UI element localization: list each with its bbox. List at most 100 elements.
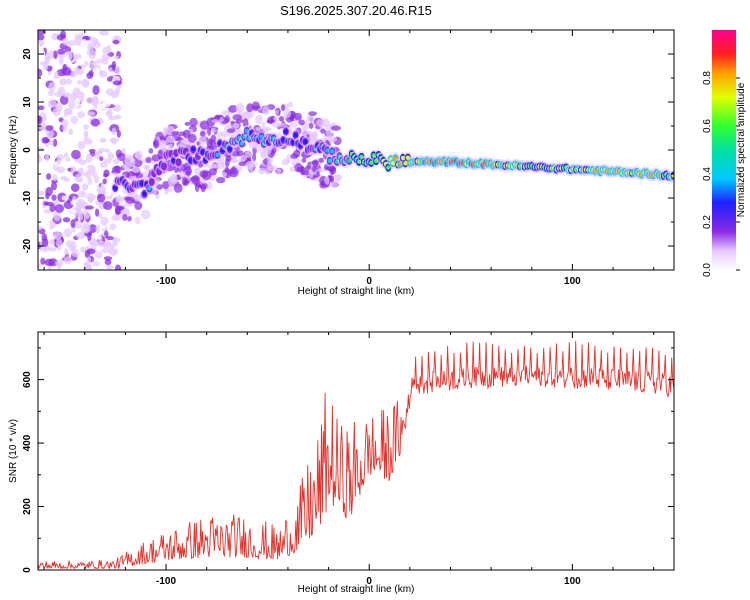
heatmap-cell — [77, 190, 87, 198]
heatmap-cell — [193, 167, 201, 174]
heatmap-cell — [267, 116, 275, 124]
heatmap-cell — [221, 131, 229, 138]
heatmap-cell — [347, 158, 352, 163]
heatmap-cell — [85, 153, 93, 163]
heatmap-cell — [92, 261, 100, 267]
heatmap-cell — [241, 110, 252, 121]
heatmap-cell — [96, 240, 107, 247]
heatmap-cell — [93, 104, 98, 110]
heatmap-cell — [45, 128, 55, 139]
heatmap-cell — [95, 67, 100, 77]
heatmap-cell — [274, 110, 279, 115]
heatmap-cell — [327, 165, 337, 172]
heatmap-cell — [38, 40, 45, 45]
heatmap-cell — [51, 194, 57, 201]
heatmap-cell — [75, 97, 80, 107]
heatmap-cell — [57, 48, 66, 55]
heatmap-cell — [109, 223, 117, 231]
colorbar-ticks: 0.0 0.2 0.4 0.6 0.8 — [702, 71, 740, 277]
heatmap-cell — [187, 133, 197, 143]
snr-y-ticks: 0 200 400 600 — [22, 347, 674, 573]
heatmap-cell — [70, 209, 77, 215]
heatmap-cell — [78, 177, 84, 183]
heatmap-cell — [61, 195, 69, 201]
heatmap-cell — [74, 219, 83, 229]
heatmap-cell — [321, 118, 331, 128]
heatmap-cell — [109, 137, 120, 144]
heatmap-cell — [111, 165, 122, 174]
heatmap-cell — [41, 238, 49, 247]
heatmap-cell — [173, 183, 183, 193]
colorbar: 0.0 0.2 0.4 0.6 0.8 Normalized spectral ampl… — [702, 30, 747, 277]
heatmap-cell — [38, 142, 42, 148]
heatmap-cell — [184, 121, 191, 127]
heatmap-cell — [134, 201, 143, 210]
heatmap-cell — [301, 157, 307, 163]
heatmap-cell — [48, 247, 57, 252]
heatmap-cell — [44, 220, 51, 229]
heatmap-cell — [99, 162, 108, 169]
heatmap-cell — [318, 157, 324, 163]
heatmap-cell — [134, 172, 143, 179]
heatmap-cell — [167, 177, 175, 188]
snr-y-tick-label: 400 — [22, 434, 33, 451]
heatmap-cell — [232, 122, 240, 129]
heatmap-cell — [208, 139, 216, 146]
heatmap-cell — [87, 111, 96, 116]
heatmap-cell — [189, 117, 198, 127]
spectrogram-x-axis-label: Height of straight line (km) — [298, 286, 415, 297]
heatmap-cell — [133, 159, 143, 168]
heatmap-cell — [125, 196, 135, 204]
heatmap-cell — [48, 81, 56, 92]
heatmap-cell — [240, 154, 247, 162]
heatmap-cell — [161, 141, 167, 151]
heatmap-cell — [142, 191, 147, 197]
snr-series-line — [38, 340, 674, 570]
heatmap-cell — [55, 102, 63, 113]
heatmap-cell — [38, 147, 45, 152]
colorbar-tick-label: 0.2 — [702, 215, 713, 229]
heatmap-cell — [94, 208, 100, 217]
heatmap-cell — [114, 264, 122, 270]
heatmap-cell — [74, 66, 80, 73]
heatmap-cell — [62, 37, 69, 46]
snr-x-tick-label: 0 — [366, 576, 372, 587]
heatmap-cell — [235, 108, 242, 115]
heatmap-cell — [281, 104, 286, 112]
heatmap-cell — [49, 140, 54, 146]
heatmap-cell — [199, 178, 206, 186]
heatmap-cell — [116, 129, 121, 138]
heatmap-cell — [101, 57, 109, 65]
heatmap-cell — [63, 228, 72, 238]
heatmap-cell — [100, 216, 109, 226]
heatmap-cell — [228, 167, 239, 178]
spectrogram-y-tick-label: 0 — [22, 147, 33, 153]
heatmap-cell — [52, 138, 58, 147]
heatmap-cell — [83, 81, 89, 87]
heatmap-cell — [38, 47, 44, 53]
heatmap-cell — [215, 152, 220, 158]
colorbar-tick-label: 0.4 — [702, 167, 713, 181]
heatmap-cell — [133, 194, 142, 202]
snr-y-tick-label: 0 — [22, 567, 33, 573]
heatmap-cell — [116, 194, 121, 202]
heatmap-cell — [65, 157, 71, 162]
heatmap-cell — [39, 61, 49, 66]
heatmap-cell — [306, 115, 315, 123]
heatmap-cell — [95, 250, 103, 259]
heatmap-cell — [225, 158, 230, 168]
heatmap-cell — [113, 245, 124, 251]
heatmap-cell — [244, 151, 252, 158]
heatmap-cell — [70, 219, 76, 228]
heatmap-cell — [47, 90, 55, 97]
heatmap-cell — [283, 129, 289, 134]
heatmap-cell — [84, 60, 89, 67]
heatmap-cell — [207, 126, 212, 136]
heatmap-cell — [105, 195, 113, 200]
heatmap-cell — [56, 154, 64, 162]
heatmap-cell — [92, 85, 100, 96]
heatmap-cell — [258, 167, 266, 175]
heatmap-cell — [67, 51, 73, 60]
snr-y-tick-label: 200 — [22, 498, 33, 515]
